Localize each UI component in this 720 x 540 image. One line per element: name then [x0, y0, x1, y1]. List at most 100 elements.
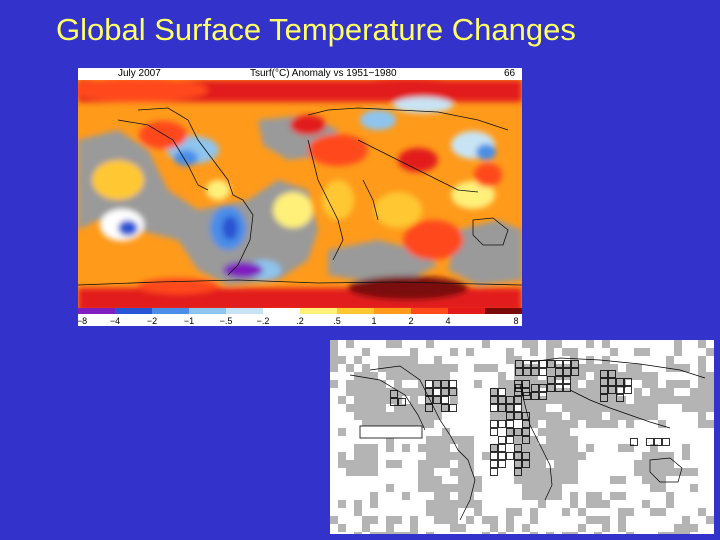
coverage-cell	[634, 364, 642, 372]
coverage-cell	[522, 460, 530, 468]
coverage-cell	[450, 508, 458, 516]
coverage-cell	[706, 516, 714, 524]
coverage-cell	[530, 492, 538, 500]
coverage-cell	[546, 356, 554, 364]
coverage-cell	[618, 444, 626, 452]
coverage-cell	[562, 396, 570, 404]
coverage-cell	[666, 364, 674, 372]
coverage-cell	[498, 380, 506, 388]
coverage-cell	[562, 436, 570, 444]
coverage-cell	[554, 372, 562, 380]
coverage-gridded-cell	[506, 428, 514, 436]
coastlines	[78, 107, 522, 286]
coverage-cell	[434, 404, 442, 412]
colorbar-swatch	[78, 308, 116, 314]
coverage-cell	[362, 420, 370, 428]
colorbar-swatch	[448, 308, 486, 314]
coverage-cell	[370, 420, 378, 428]
coverage-cell	[538, 500, 546, 508]
coverage-cell	[410, 524, 418, 532]
coverage-cell	[522, 476, 530, 484]
coverage-cell	[666, 380, 674, 388]
coverage-gridded-cell	[441, 380, 449, 388]
coverage-cell	[474, 508, 482, 516]
coverage-gridded-cell	[616, 378, 624, 386]
coverage-cell	[698, 364, 706, 372]
coverage-cell	[618, 404, 626, 412]
coverage-cell	[618, 492, 626, 500]
coverage-cell	[330, 356, 338, 364]
coverage-cell	[530, 532, 538, 540]
coverage-cell	[426, 412, 434, 420]
coverage-cell	[458, 452, 466, 460]
coverage-cell	[506, 428, 514, 436]
coverage-cell	[530, 436, 538, 444]
coverage-cell	[530, 420, 538, 428]
coverage-cell	[370, 532, 378, 540]
coverage-cell	[538, 468, 546, 476]
coverage-cell	[442, 364, 450, 372]
coverage-cell	[386, 388, 394, 396]
coverage-gridded-cell	[441, 404, 449, 412]
coverage-cell	[706, 404, 714, 412]
coverage-cell	[418, 484, 426, 492]
coverage-cell	[442, 516, 450, 524]
coverage-cell	[586, 404, 594, 412]
coverage-cell	[346, 388, 354, 396]
coverage-cell	[522, 420, 530, 428]
coverage-cell	[618, 524, 626, 532]
colorbar-tick-label: 2	[408, 316, 413, 326]
coverage-cell	[570, 492, 578, 500]
coverage-cell	[706, 372, 714, 380]
coverage-cell	[642, 380, 650, 388]
coverage-cell	[370, 460, 378, 468]
colorbar-labels: −8 −4 −2 −1 −.5 −.2 .2 .5 1 2 4 8	[78, 316, 519, 326]
coverage-cell	[466, 516, 474, 524]
coverage-cell	[418, 468, 426, 476]
coverage-cell	[434, 500, 442, 508]
coverage-cell	[586, 340, 594, 348]
coverage-cell	[442, 404, 450, 412]
coverage-cell	[426, 372, 434, 380]
coverage-cell	[466, 460, 474, 468]
coverage-cell	[330, 348, 338, 356]
coverage-cell	[530, 516, 538, 524]
coverage-cell	[578, 452, 586, 460]
coverage-cell	[706, 388, 714, 396]
coverage-cell	[354, 444, 362, 452]
coverage-cell	[442, 436, 450, 444]
coverage-cell	[634, 460, 642, 468]
coverage-cell	[698, 356, 706, 364]
coverage-cell	[578, 508, 586, 516]
coverage-cell	[530, 364, 538, 372]
coverage-cell	[658, 460, 666, 468]
coverage-cell	[530, 460, 538, 468]
coverage-cell	[546, 452, 554, 460]
coverage-cell	[378, 412, 386, 420]
coverage-gridded-cell	[600, 370, 608, 378]
coverage-cell	[666, 468, 674, 476]
coverage-cell	[522, 380, 530, 388]
coverage-cell	[634, 404, 642, 412]
coverage-cell	[642, 396, 650, 404]
coverage-cell	[378, 404, 386, 412]
coverage-cell	[402, 492, 410, 500]
coverage-cell	[394, 388, 402, 396]
coverage-cell	[682, 396, 690, 404]
coverage-cell	[570, 460, 578, 468]
colorbar-tick-label: .2	[296, 316, 304, 326]
coverage-cell	[506, 508, 514, 516]
coverage-cell	[370, 468, 378, 476]
coverage-gridded-cell	[616, 394, 624, 402]
coverage-cell	[562, 460, 570, 468]
coverage-cell	[498, 372, 506, 380]
coverage-cell	[450, 388, 458, 396]
coverage-cell	[354, 468, 362, 476]
coverage-cell	[546, 436, 554, 444]
coverage-cell	[530, 476, 538, 484]
coverage-gridded-cell	[531, 392, 539, 400]
coverage-cell	[586, 500, 594, 508]
coverage-cell	[530, 348, 538, 356]
coverage-gridded-cell	[522, 380, 530, 388]
coverage-cell	[362, 524, 370, 532]
